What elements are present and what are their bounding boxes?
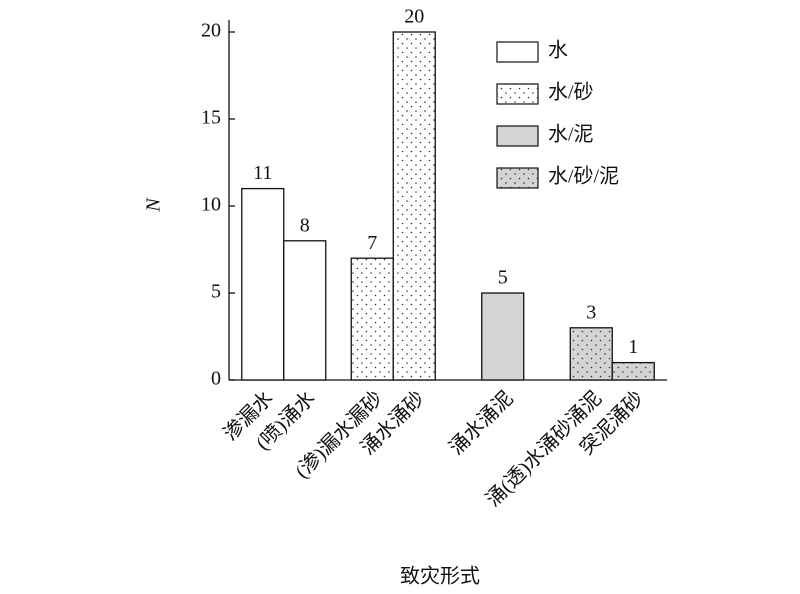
y-tick-label: 0	[211, 368, 221, 390]
value-label: 7	[367, 232, 377, 254]
value-label: 20	[404, 6, 424, 28]
bar	[569, 327, 613, 381]
bar	[392, 31, 436, 381]
value-label: 11	[253, 162, 272, 184]
bar	[350, 257, 394, 381]
value-label: 1	[628, 336, 638, 358]
y-tick-label: 5	[211, 281, 221, 303]
legend-swatch	[496, 41, 539, 63]
x-tick-label: 涌水涌泥	[445, 387, 518, 460]
legend-swatch	[496, 167, 539, 189]
legend-swatch	[496, 83, 539, 105]
bar	[611, 361, 655, 381]
bar	[283, 240, 327, 381]
bar	[481, 292, 525, 381]
value-label: 3	[586, 301, 596, 323]
legend-label: 水/砂/泥	[548, 165, 619, 188]
y-tick-label: 15	[201, 107, 221, 129]
bar	[241, 187, 285, 381]
legend-label: 水/砂	[548, 81, 594, 104]
value-label: 5	[498, 267, 508, 289]
legend-swatch	[496, 125, 539, 147]
value-label: 8	[300, 214, 310, 236]
legend-label: 水	[548, 39, 568, 62]
x-axis-title: 致灾形式	[400, 565, 480, 588]
legend-label: 水/泥	[548, 123, 594, 146]
y-tick-label: 20	[201, 20, 221, 42]
y-tick-label: 10	[201, 194, 221, 216]
y-axis-title: N	[143, 197, 165, 213]
